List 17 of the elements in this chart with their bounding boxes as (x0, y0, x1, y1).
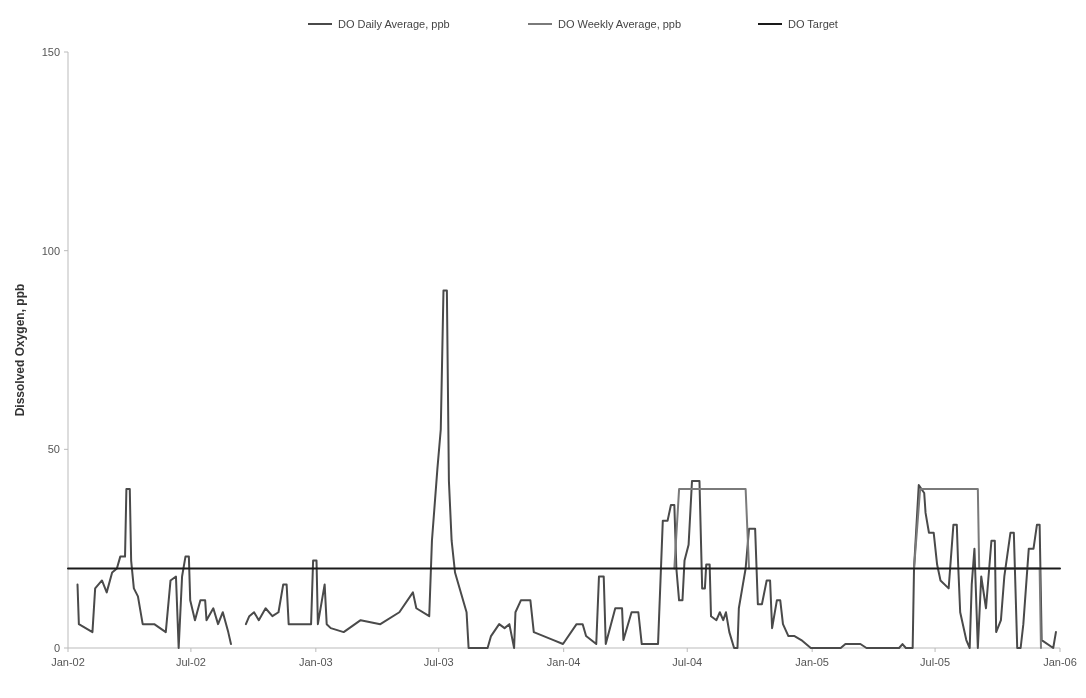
y-tick-label: 150 (41, 45, 60, 58)
x-tick-label: Jan-03 (299, 656, 333, 668)
x-tick-label: Jul-02 (175, 656, 206, 668)
x-tick-label: Jul-05 (920, 656, 951, 668)
y-tick-label: 50 (47, 443, 60, 456)
y-tick-label: 100 (41, 244, 60, 257)
legend-label: DO Weekly Average, ppb (558, 17, 682, 30)
x-tick-label: Jan-04 (546, 656, 581, 668)
y-axis-title: Dissolved Oxygen, ppb (13, 283, 27, 417)
x-tick-label: Jan-02 (51, 656, 85, 668)
x-tick-label: Jul-03 (423, 656, 454, 668)
legend-label: DO Daily Average, ppb (338, 17, 450, 30)
y-tick-label: 0 (53, 641, 60, 654)
x-tick-label: Jan-05 (795, 656, 829, 668)
x-tick-label: Jan-06 (1043, 656, 1077, 668)
legend-label: DO Target (788, 17, 838, 30)
x-tick-label: Jul-04 (672, 656, 703, 668)
